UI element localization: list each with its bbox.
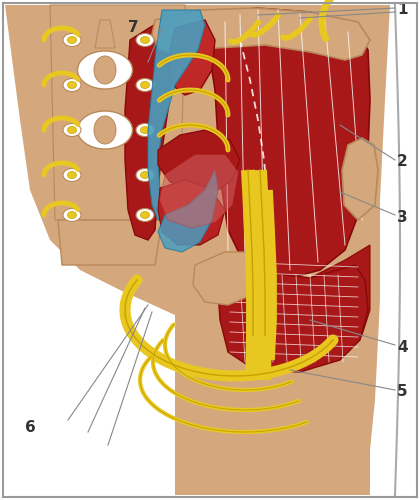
Polygon shape bbox=[158, 170, 218, 252]
Polygon shape bbox=[50, 5, 185, 220]
Text: 6: 6 bbox=[25, 420, 36, 436]
Polygon shape bbox=[95, 20, 115, 48]
Ellipse shape bbox=[68, 172, 76, 178]
Ellipse shape bbox=[63, 168, 81, 181]
Ellipse shape bbox=[141, 212, 150, 218]
Ellipse shape bbox=[136, 78, 154, 92]
Ellipse shape bbox=[68, 36, 76, 44]
Ellipse shape bbox=[63, 78, 81, 92]
Polygon shape bbox=[225, 245, 370, 368]
Polygon shape bbox=[152, 8, 370, 60]
Polygon shape bbox=[125, 20, 172, 240]
Ellipse shape bbox=[78, 51, 132, 89]
Polygon shape bbox=[58, 220, 162, 265]
Ellipse shape bbox=[136, 168, 154, 181]
Text: 5: 5 bbox=[397, 384, 408, 400]
Polygon shape bbox=[342, 138, 378, 220]
Polygon shape bbox=[148, 10, 205, 220]
Text: 4: 4 bbox=[397, 340, 408, 354]
Text: 2: 2 bbox=[397, 154, 408, 170]
Polygon shape bbox=[205, 8, 370, 278]
Ellipse shape bbox=[68, 126, 76, 134]
Ellipse shape bbox=[68, 212, 76, 218]
Polygon shape bbox=[168, 20, 215, 95]
Text: 3: 3 bbox=[397, 210, 408, 224]
Polygon shape bbox=[158, 180, 225, 245]
Polygon shape bbox=[200, 5, 415, 495]
Polygon shape bbox=[193, 252, 262, 305]
Ellipse shape bbox=[136, 208, 154, 222]
Polygon shape bbox=[218, 255, 368, 372]
Ellipse shape bbox=[78, 111, 132, 149]
Ellipse shape bbox=[63, 124, 81, 136]
Ellipse shape bbox=[63, 34, 81, 46]
Polygon shape bbox=[5, 5, 175, 495]
Text: 1: 1 bbox=[397, 2, 407, 18]
Ellipse shape bbox=[94, 56, 116, 84]
Polygon shape bbox=[160, 155, 238, 228]
Ellipse shape bbox=[68, 82, 76, 88]
Ellipse shape bbox=[136, 124, 154, 136]
Polygon shape bbox=[370, 5, 415, 495]
Polygon shape bbox=[5, 5, 230, 495]
Ellipse shape bbox=[141, 126, 150, 134]
Ellipse shape bbox=[136, 34, 154, 46]
Ellipse shape bbox=[141, 82, 150, 88]
Polygon shape bbox=[158, 130, 240, 192]
Ellipse shape bbox=[141, 172, 150, 178]
Ellipse shape bbox=[141, 36, 150, 44]
Ellipse shape bbox=[94, 116, 116, 144]
Text: 7: 7 bbox=[128, 20, 139, 36]
Ellipse shape bbox=[63, 208, 81, 222]
